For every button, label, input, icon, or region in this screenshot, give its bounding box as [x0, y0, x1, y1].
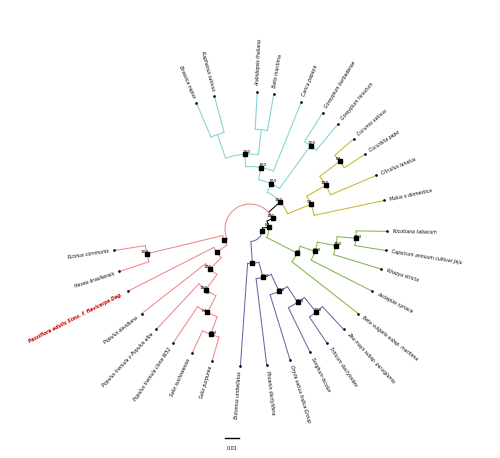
- Text: Raphanus sativus: Raphanus sativus: [200, 51, 216, 92]
- Text: 100: 100: [258, 163, 266, 167]
- Text: Arabidopsis thaliana: Arabidopsis thaliana: [255, 39, 262, 87]
- Text: 70: 70: [205, 291, 210, 295]
- Text: Populus tremula clone W52: Populus tremula clone W52: [132, 346, 172, 402]
- Text: Gossypium hirsutum: Gossypium hirsutum: [340, 82, 374, 121]
- Text: 97: 97: [296, 250, 302, 254]
- Text: Salix purpurea: Salix purpurea: [199, 366, 213, 399]
- Text: 100: 100: [140, 250, 148, 254]
- Text: Butomus umbellatus: Butomus umbellatus: [234, 371, 242, 420]
- Text: Rhazya stricta: Rhazya stricta: [386, 268, 419, 283]
- Text: 100: 100: [242, 150, 250, 154]
- Text: Oryza sativa Indica Group: Oryza sativa Indica Group: [290, 365, 312, 424]
- Text: Capsicum annuum cultivar Jeju: Capsicum annuum cultivar Jeju: [391, 249, 462, 265]
- Text: Phoenix dactylifera: Phoenix dactylifera: [265, 371, 276, 415]
- Text: 100: 100: [295, 299, 304, 303]
- Text: Hevea brasiliensis: Hevea brasiliensis: [74, 271, 115, 289]
- Text: Brassica napus: Brassica napus: [178, 65, 196, 98]
- Text: Nicotiana tabacum: Nicotiana tabacum: [393, 229, 436, 235]
- Text: 100: 100: [314, 309, 322, 312]
- Text: 100: 100: [204, 265, 212, 269]
- Text: Gossypium barbadense: Gossypium barbadense: [324, 60, 356, 109]
- Text: 100: 100: [260, 274, 268, 278]
- Text: 100: 100: [274, 198, 282, 202]
- Text: Populus tremula x Populus alba: Populus tremula x Populus alba: [101, 332, 154, 388]
- Text: 100: 100: [353, 234, 362, 239]
- Text: Triticum dactyloides: Triticum dactyloides: [328, 346, 358, 387]
- Text: 100: 100: [276, 288, 284, 292]
- Text: 84: 84: [336, 157, 341, 161]
- Text: Populus davidiana: Populus davidiana: [103, 315, 139, 345]
- Text: Asclepias syriaca: Asclepias syriaca: [376, 292, 414, 314]
- Text: Ricinus communis: Ricinus communis: [68, 249, 109, 260]
- Text: Sorghum bicolor: Sorghum bicolor: [310, 356, 332, 393]
- Text: 0.01: 0.01: [226, 446, 237, 451]
- Text: 87: 87: [264, 224, 270, 228]
- Text: Cucumis sativus: Cucumis sativus: [356, 109, 388, 137]
- Text: 92: 92: [307, 200, 312, 204]
- Text: 100: 100: [308, 141, 316, 145]
- Text: Passiflora edulis Sims. f. flavicarpa Deg.: Passiflora edulis Sims. f. flavicarpa De…: [28, 292, 124, 344]
- Text: 100: 100: [320, 181, 328, 185]
- Text: Cucurbita pepo: Cucurbita pepo: [368, 130, 401, 153]
- Text: Batis maritima: Batis maritima: [272, 55, 283, 89]
- Text: 100: 100: [208, 331, 216, 335]
- Text: 100: 100: [267, 214, 275, 218]
- Text: Zea mays subsp. parviglumis: Zea mays subsp. parviglumis: [346, 332, 396, 385]
- Text: Beta vulgaris subsp. maritima: Beta vulgaris subsp. maritima: [361, 315, 419, 362]
- Text: 100: 100: [312, 248, 320, 252]
- Text: 100: 100: [333, 242, 342, 246]
- Text: Citrullus lanatus: Citrullus lanatus: [380, 156, 417, 175]
- Text: 64: 64: [202, 309, 207, 312]
- Text: Carica papaya: Carica papaya: [301, 65, 318, 98]
- Text: Salix suchowensis: Salix suchowensis: [170, 358, 192, 397]
- Text: 100: 100: [268, 179, 276, 183]
- Text: 100: 100: [200, 286, 207, 290]
- Text: Malus x domestica: Malus x domestica: [390, 188, 432, 202]
